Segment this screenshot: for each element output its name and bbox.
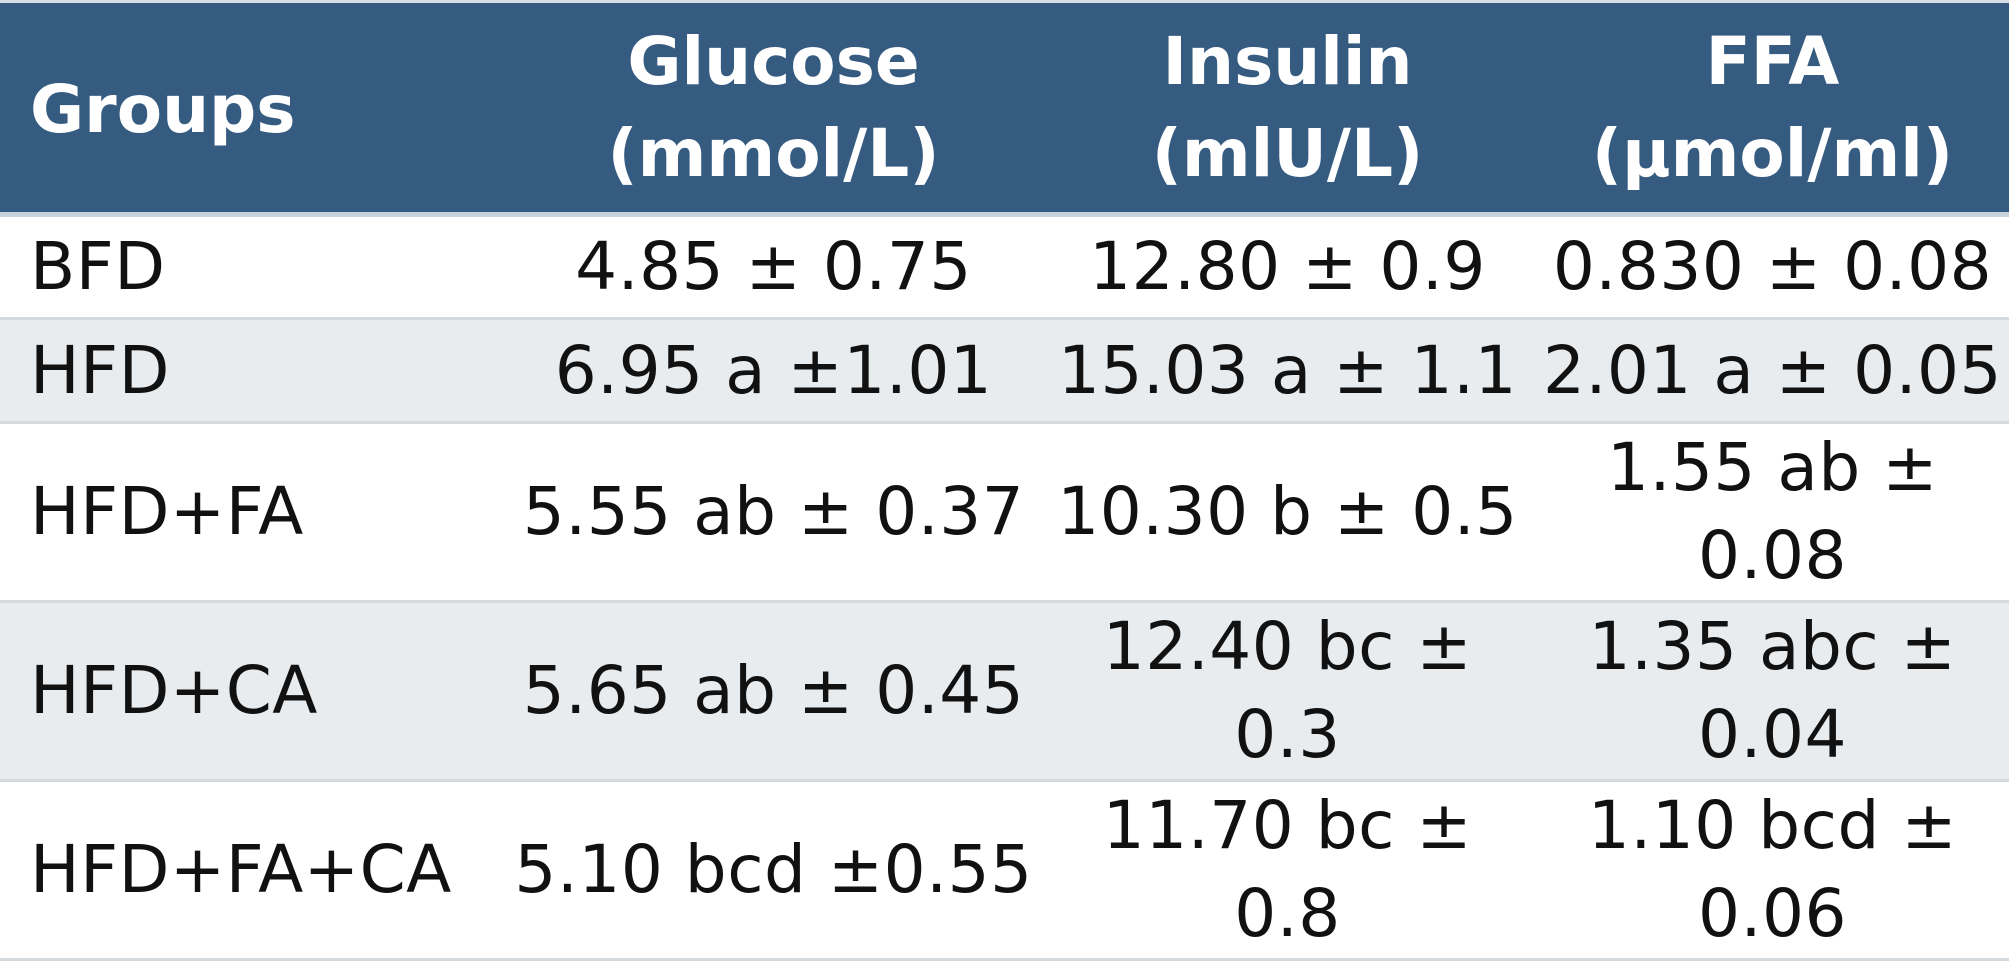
cell-glucose: 5.65 ab ± 0.45: [522, 652, 1025, 729]
header-insulin-name: Insulin: [1162, 22, 1413, 100]
cell-insulin: 15.03 a ± 1.1: [1057, 331, 1518, 409]
cell-glucose: 4.85 ± 0.75: [575, 228, 972, 305]
cell-insulin: 11.70 bc ± 0.8: [1102, 787, 1473, 952]
table-header: Groups Glucose (mmol/L) Insulin (mlU/L) …: [0, 1, 2009, 215]
table-row-hfd-fa: HFD+FA 5.55 ab ± 0.37 10.30 b ± 0.5 1.55…: [0, 423, 2009, 602]
cell-insulin: 12.80 ± 0.9: [1089, 228, 1486, 305]
cell-glucose: 5.55 ab ± 0.37: [522, 473, 1025, 550]
header-ffa-name: FFA: [1705, 22, 1840, 100]
cell-ffa: 0.830 ± 0.08: [1552, 228, 1993, 305]
table-row-hfd: HFD 6.95 a ±1.01 15.03 a ± 1.1 2.01 a ± …: [0, 318, 2009, 423]
header-glucose-name: Glucose: [627, 22, 920, 100]
header-groups: Groups: [30, 70, 296, 148]
cell-group: HFD+CA: [30, 652, 318, 729]
cell-ffa: 2.01 a ± 0.05: [1542, 331, 2003, 409]
header-insulin-unit: (mlU/L): [1151, 114, 1424, 192]
header-glucose: Glucose (mmol/L): [508, 2, 1039, 215]
header-ffa: FFA (µmol/ml): [1536, 2, 2009, 215]
header-glucose-unit: (mmol/L): [607, 114, 940, 192]
cell-ffa: 1.10 bcd ± 0.06: [1587, 787, 1958, 952]
table-body: BFD 4.85 ± 0.75 12.80 ± 0.9 0.830 ± 0.08…: [0, 215, 2009, 960]
header-row: Groups Glucose (mmol/L) Insulin (mlU/L) …: [0, 1, 2009, 215]
table-row-hfd-ca: HFD+CA 5.65 ab ± 0.45 12.40 bc ± 0.3 1.3…: [0, 601, 2009, 781]
cell-group: HFD: [30, 331, 170, 409]
cell-glucose: 6.95 a ±1.01: [554, 331, 993, 409]
cell-ffa: 1.35 abc ± 0.04: [1588, 608, 1957, 773]
cell-ffa: 1.55 ab ± 0.08: [1606, 429, 1939, 594]
cell-group: BFD: [30, 228, 166, 305]
cell-insulin: 10.30 b ± 0.5: [1057, 473, 1518, 550]
cell-insulin: 12.40 bc ± 0.3: [1102, 608, 1473, 773]
header-ffa-unit: (µmol/ml): [1591, 114, 1954, 192]
header-insulin: Insulin (mlU/L): [1039, 2, 1536, 215]
cell-group: HFD+FA+CA: [30, 831, 452, 908]
cell-glucose: 5.10 bcd ±0.55: [514, 831, 1033, 908]
table-row-bfd: BFD 4.85 ± 0.75 12.80 ± 0.9 0.830 ± 0.08: [0, 215, 2009, 319]
table-row-hfd-fa-ca: HFD+FA+CA 5.10 bcd ±0.55 11.70 bc ± 0.8 …: [0, 781, 2009, 960]
cell-group: HFD+FA: [30, 473, 304, 550]
